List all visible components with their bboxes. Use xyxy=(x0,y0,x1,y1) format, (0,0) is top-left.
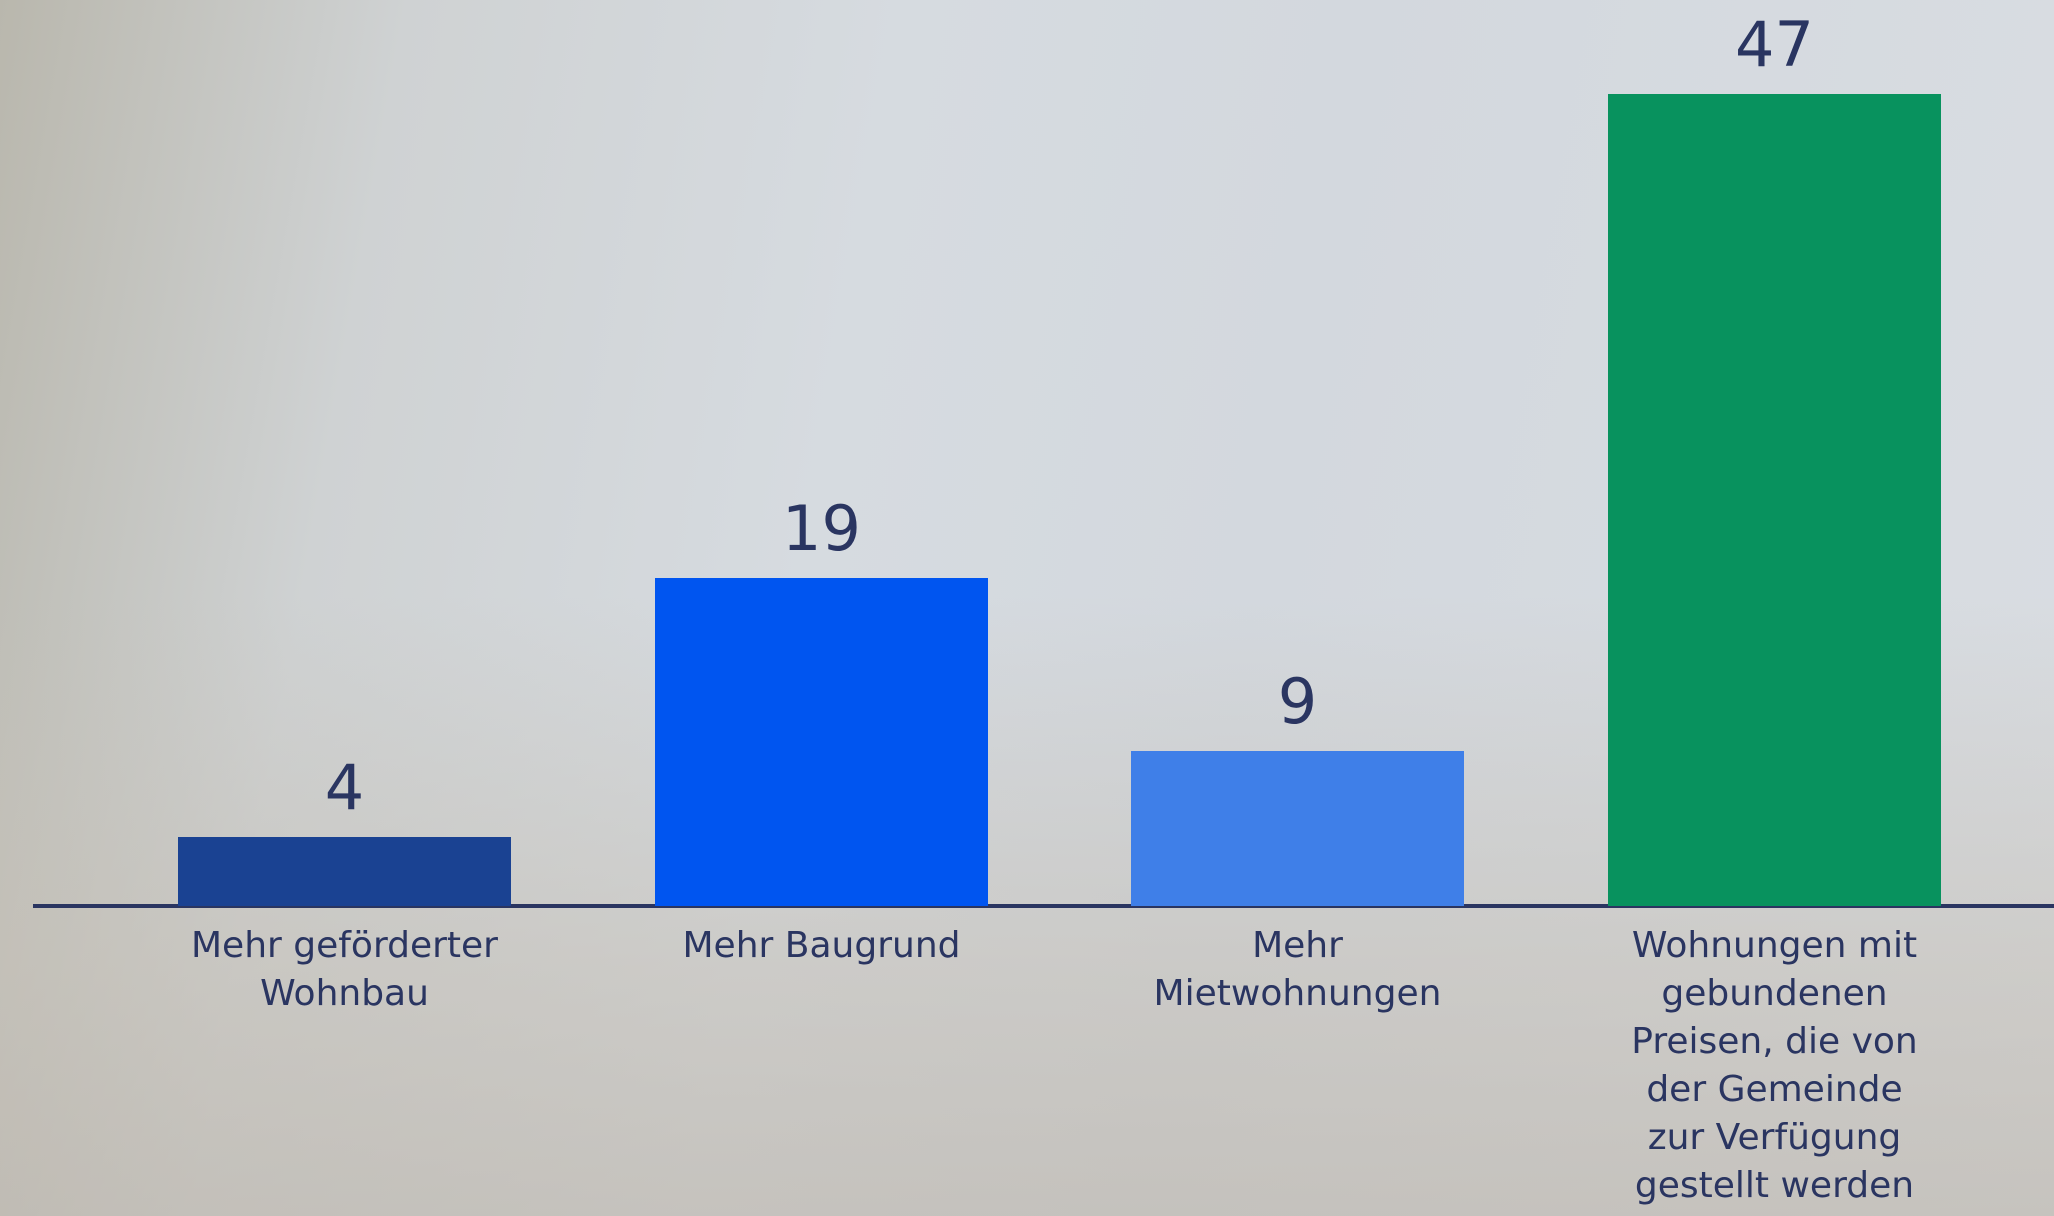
category-label: Mehr geförderter Wohnbau xyxy=(185,922,505,1018)
chart: 4 Mehr geförderter Wohnbau 19 Mehr Baugrund… xyxy=(0,0,2054,1216)
category-label: Mehr Mietwohnungen xyxy=(1138,922,1458,1018)
category-label: Wohnungen mit gebundenen Preisen, die vo… xyxy=(1615,922,1935,1210)
category-label: Mehr Baugrund xyxy=(662,922,982,970)
value-label: 9 xyxy=(1131,671,1464,733)
value-label: 19 xyxy=(655,498,988,560)
bar xyxy=(178,837,511,906)
bar xyxy=(1131,751,1464,906)
bar xyxy=(655,578,988,906)
value-label: 47 xyxy=(1608,14,1941,76)
bar xyxy=(1608,94,1941,906)
value-label: 4 xyxy=(178,757,511,819)
